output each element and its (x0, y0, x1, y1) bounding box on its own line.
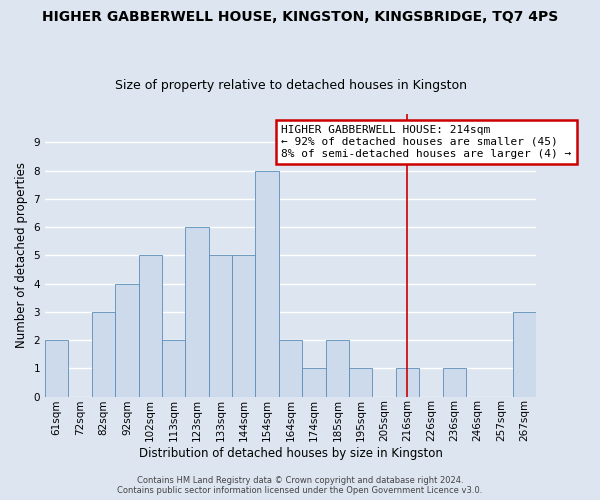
Bar (349, 368, 373, 396)
Title: Size of property relative to detached houses in Kingston: Size of property relative to detached ho… (115, 79, 467, 92)
Bar (232, 256, 256, 396)
Bar (256, 170, 279, 396)
Bar (443, 368, 466, 396)
X-axis label: Distribution of detached houses by size in Kingston: Distribution of detached houses by size … (139, 447, 443, 460)
Bar (139, 256, 162, 396)
Bar (209, 256, 232, 396)
Bar (302, 368, 326, 396)
Bar (185, 227, 209, 396)
Bar (115, 284, 139, 397)
Text: HIGHER GABBERWELL HOUSE, KINGSTON, KINGSBRIDGE, TQ7 4PS: HIGHER GABBERWELL HOUSE, KINGSTON, KINGS… (42, 10, 558, 24)
Bar (396, 368, 419, 396)
Bar (279, 340, 302, 396)
Bar (92, 312, 115, 396)
Bar (45, 340, 68, 396)
Bar (326, 340, 349, 396)
Text: Contains HM Land Registry data © Crown copyright and database right 2024.
Contai: Contains HM Land Registry data © Crown c… (118, 476, 482, 495)
Text: HIGHER GABBERWELL HOUSE: 214sqm
← 92% of detached houses are smaller (45)
8% of : HIGHER GABBERWELL HOUSE: 214sqm ← 92% of… (281, 126, 571, 158)
Y-axis label: Number of detached properties: Number of detached properties (15, 162, 28, 348)
Bar (513, 312, 536, 396)
Bar (162, 340, 185, 396)
